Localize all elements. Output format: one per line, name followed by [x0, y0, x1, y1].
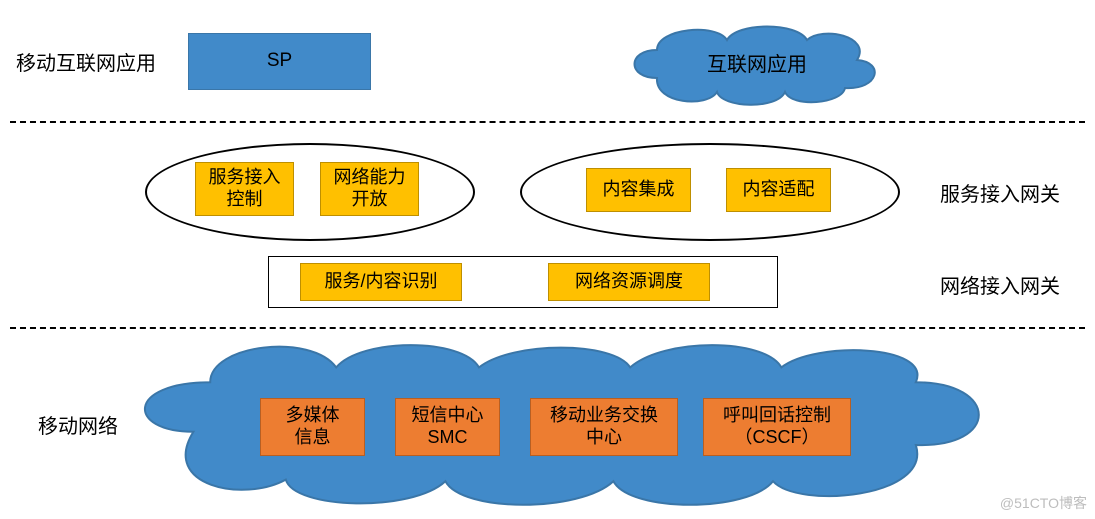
label-network-gateway: 网络接入网关 — [940, 270, 1060, 299]
box-cscf: 呼叫回话控制（CSCF） — [703, 398, 851, 456]
box-network-resource-sched: 网络资源调度 — [548, 263, 710, 301]
box-text: 短信中心SMC — [412, 405, 484, 448]
box-smc: 短信中心SMC — [395, 398, 500, 456]
label-service-gateway: 服务接入网关 — [940, 178, 1060, 207]
box-text: 内容集成 — [603, 179, 675, 201]
box-text: 网络资源调度 — [575, 271, 683, 293]
sp-box-text: SP — [267, 50, 292, 73]
box-text: 内容适配 — [743, 179, 815, 201]
box-multimedia: 多媒体信息 — [260, 398, 365, 456]
box-content-adaptation: 内容适配 — [726, 168, 831, 212]
box-text: 网络能力开放 — [334, 167, 406, 210]
ellipse-right — [520, 143, 900, 241]
box-service-content-id: 服务/内容识别 — [300, 263, 462, 301]
internet-app-cloud-text: 互联网应用 — [677, 48, 837, 77]
box-text: 服务接入控制 — [209, 167, 281, 210]
label-mobile-internet-app: 移动互联网应用 — [16, 47, 156, 76]
divider-1 — [10, 121, 1085, 123]
box-text: 移动业务交换中心 — [550, 405, 658, 448]
watermark: @51CTO博客 — [1000, 493, 1087, 513]
box-network-capability-open: 网络能力开放 — [320, 162, 419, 216]
box-content-integration: 内容集成 — [586, 168, 691, 212]
box-text: 服务/内容识别 — [324, 271, 437, 293]
box-service-access-control: 服务接入控制 — [195, 162, 294, 216]
box-text: 多媒体信息 — [286, 405, 340, 448]
divider-2 — [10, 327, 1085, 329]
label-mobile-network: 移动网络 — [38, 410, 118, 439]
box-msc: 移动业务交换中心 — [530, 398, 678, 456]
box-text: 呼叫回话控制（CSCF） — [723, 405, 831, 448]
sp-box: SP — [188, 33, 371, 90]
